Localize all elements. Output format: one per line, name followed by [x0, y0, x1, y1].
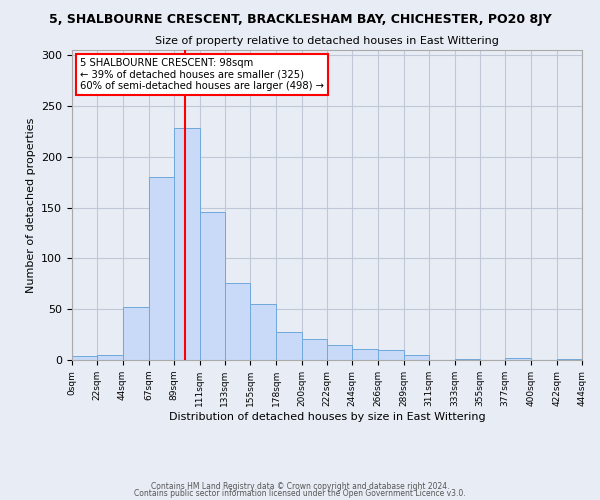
Bar — [199, 212, 225, 360]
Bar — [174, 128, 199, 360]
X-axis label: Distribution of detached houses by size in East Wittering: Distribution of detached houses by size … — [169, 412, 485, 422]
Bar — [352, 349, 377, 360]
Bar — [505, 358, 532, 360]
Title: Size of property relative to detached houses in East Wittering: Size of property relative to detached ho… — [155, 36, 499, 46]
Bar — [72, 356, 97, 360]
Text: Contains HM Land Registry data © Crown copyright and database right 2024.: Contains HM Land Registry data © Crown c… — [151, 482, 449, 491]
Bar — [404, 355, 429, 360]
Bar — [455, 359, 480, 360]
Bar — [250, 304, 277, 360]
Bar — [302, 338, 327, 360]
Bar — [97, 355, 122, 360]
Bar — [277, 332, 302, 360]
Text: 5, SHALBOURNE CRESCENT, BRACKLESHAM BAY, CHICHESTER, PO20 8JY: 5, SHALBOURNE CRESCENT, BRACKLESHAM BAY,… — [49, 12, 551, 26]
Bar — [327, 345, 352, 360]
Text: Contains public sector information licensed under the Open Government Licence v3: Contains public sector information licen… — [134, 490, 466, 498]
Bar — [122, 307, 149, 360]
Bar — [225, 283, 250, 360]
Y-axis label: Number of detached properties: Number of detached properties — [26, 118, 35, 292]
Text: 5 SHALBOURNE CRESCENT: 98sqm
← 39% of detached houses are smaller (325)
60% of s: 5 SHALBOURNE CRESCENT: 98sqm ← 39% of de… — [80, 58, 323, 91]
Bar — [149, 177, 174, 360]
Bar — [377, 350, 404, 360]
Bar — [557, 359, 582, 360]
